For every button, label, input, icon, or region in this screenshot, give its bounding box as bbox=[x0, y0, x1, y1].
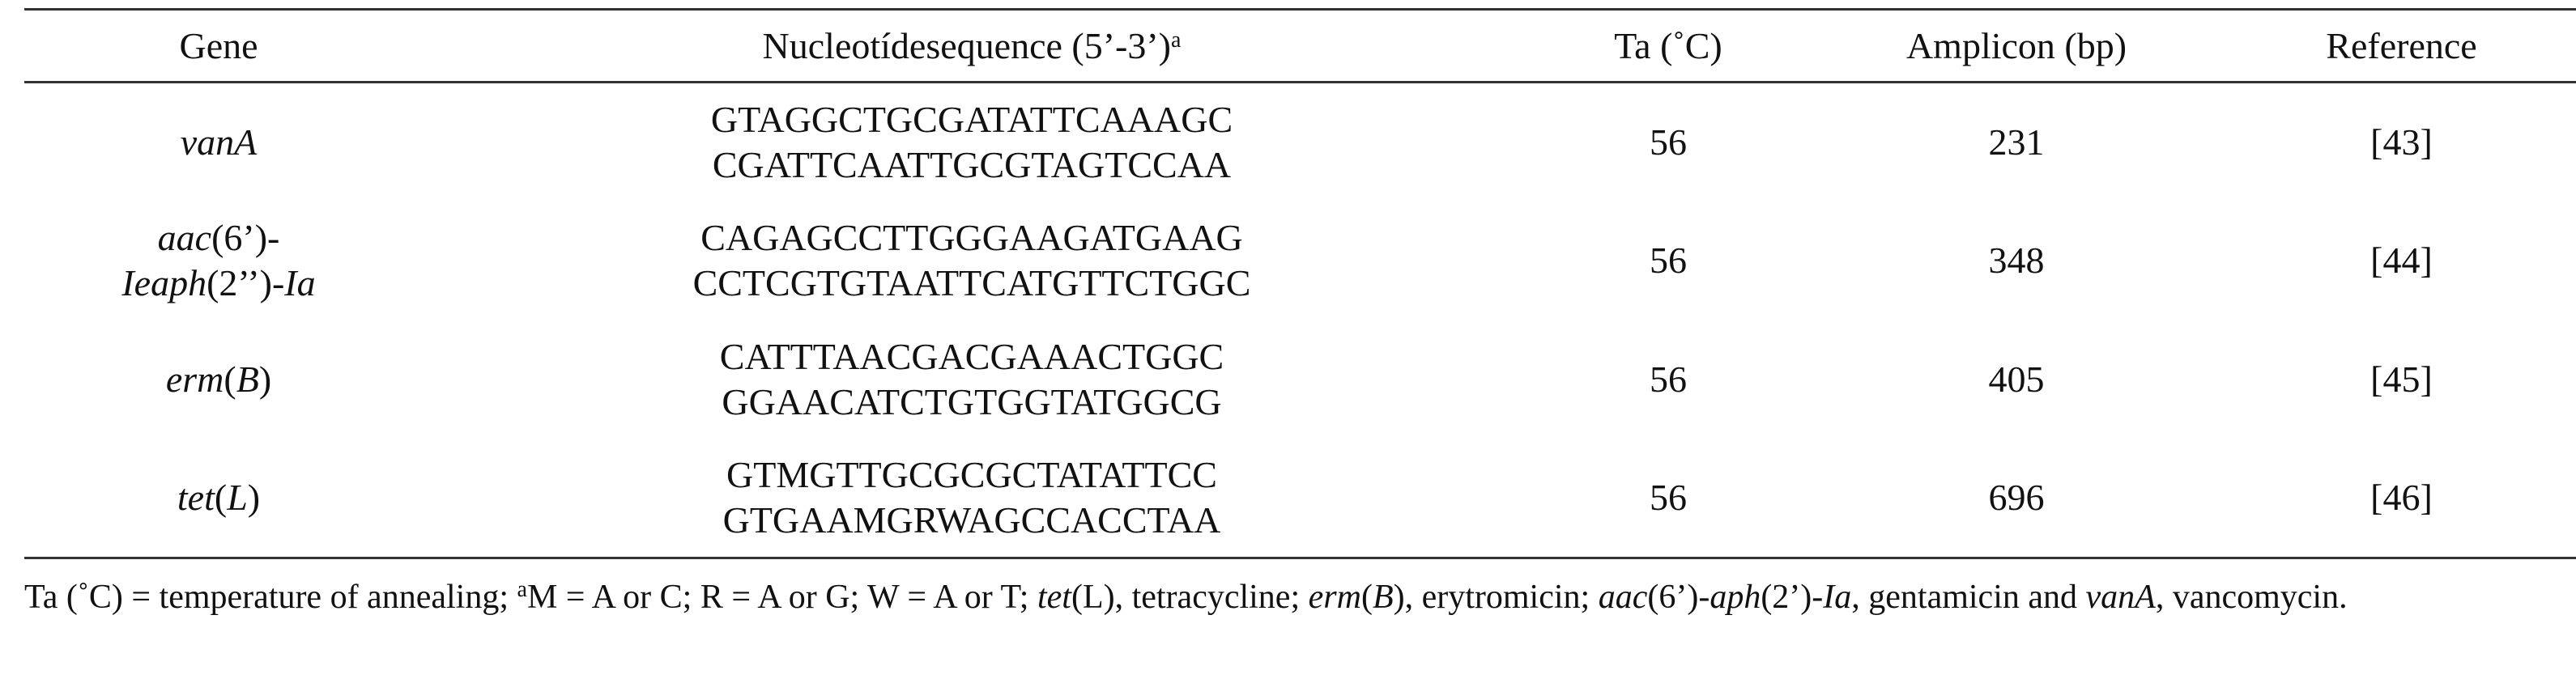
text-segment: (6’)- bbox=[211, 217, 280, 258]
sequence: CATTTAACGACGAAACTGGC bbox=[719, 336, 1224, 377]
ta-cell: 56 bbox=[1650, 477, 1687, 519]
amplicon-cell: 405 bbox=[1988, 358, 2045, 400]
gene-line: erm(B) bbox=[24, 357, 413, 402]
text-segment: Ta (˚C) = temperature of annealing; bbox=[24, 579, 517, 616]
amplicon-cell: 231 bbox=[1988, 121, 2045, 163]
gene-cell: tet(L) bbox=[24, 439, 413, 558]
superscript: a bbox=[1171, 27, 1182, 53]
text-segment: aac bbox=[157, 217, 212, 258]
text-segment: ), erytromicin; bbox=[1393, 579, 1599, 616]
text-segment: (2’’)- bbox=[207, 262, 285, 303]
gene-cell: vanA bbox=[24, 83, 413, 202]
text-segment: vanA bbox=[2085, 579, 2156, 616]
text-segment: M = A or C; R = A or G; W = A or T; bbox=[526, 579, 1037, 616]
sequence-cell: GTAGGCTGCGATATTCAAAGC CGATTCAATTGCGTAGTCC… bbox=[413, 83, 1531, 202]
sequence-cell: CAGAGCCTTGGGAAGATGAAG CCTCGTGTAATTCATGTTC… bbox=[413, 202, 1531, 320]
text-segment: B bbox=[236, 358, 259, 400]
text-segment: Reference bbox=[2326, 24, 2477, 66]
text-segment: (6’)- bbox=[1647, 579, 1710, 616]
ta-cell: 56 bbox=[1650, 240, 1687, 281]
reference-cell: [46] bbox=[2370, 477, 2433, 519]
sequence: GTAGGCTGCGATATTCAAAGC bbox=[710, 98, 1233, 140]
amplicon-cell: 348 bbox=[1988, 240, 2045, 281]
text-segment: tet bbox=[1037, 579, 1071, 616]
text-segment: vanA bbox=[180, 121, 258, 163]
sequence: CAGAGCCTTGGGAAGATGAAG bbox=[700, 217, 1243, 258]
text-segment: Nucleotídesequence (5’-3’) bbox=[762, 24, 1172, 66]
text-segment: , vancomycin. bbox=[2155, 579, 2348, 616]
gene-line: Ieaph(2’’)-Ia bbox=[24, 261, 413, 306]
table-header: Gene Nucleotídesequence (5’-3’)a Ta (˚C) Am… bbox=[24, 9, 2576, 83]
text-segment: , gentamicin and bbox=[1851, 579, 2086, 616]
text-segment: ( bbox=[224, 358, 236, 400]
gene-cell: erm(B) bbox=[24, 320, 413, 439]
reference-cell: [45] bbox=[2370, 358, 2433, 400]
text-segment: (2’)- bbox=[1761, 579, 1824, 616]
text-segment: aac bbox=[1598, 579, 1648, 616]
table-row: vanA GTAGGCTGCGATATTCAAAGC CGATTCAATTGCGTA… bbox=[24, 83, 2576, 202]
reference-cell: [44] bbox=[2370, 240, 2433, 281]
amplicon-cell: 696 bbox=[1988, 477, 2045, 519]
text-segment: Gene bbox=[179, 24, 258, 66]
ta-cell: 56 bbox=[1650, 121, 1687, 163]
text-segment: L bbox=[227, 477, 248, 519]
text-segment: Ieaph bbox=[121, 262, 207, 303]
table-row: aac(6’)- Ieaph(2’’)-Ia CAGAGCCTTGGGAAGATGA… bbox=[24, 202, 2576, 320]
gene-line: tet(L) bbox=[24, 475, 413, 520]
reference-cell: [43] bbox=[2370, 121, 2433, 163]
text-segment: Ia bbox=[1823, 579, 1852, 616]
text-segment: B bbox=[1372, 579, 1394, 616]
sequence-cell: GTMGTTGCGCGCTATATTCC GTGAAMGRWAGCCACCTAA bbox=[413, 439, 1531, 558]
sequence-cell: CATTTAACGACGAAACTGGC GGAACATCTGTGGTATGGCG bbox=[413, 320, 1531, 439]
table-row: tet(L) GTMGTTGCGCGCTATATTCC GTGAAMGRWAGCCA… bbox=[24, 439, 2576, 558]
text-segment: erm bbox=[165, 358, 224, 400]
column-header: Nucleotídesequence (5’-3’)a bbox=[413, 10, 1531, 83]
sequence: GTMGTTGCGCGCTATATTCC bbox=[726, 454, 1217, 496]
header-row: Gene Nucleotídesequence (5’-3’)a Ta (˚C) Am… bbox=[24, 9, 2576, 83]
table-body: vanA GTAGGCTGCGATATTCAAAGC CGATTCAATTGCGTA… bbox=[24, 83, 2576, 558]
column-header: Amplicon (bp) bbox=[1806, 10, 2227, 83]
text-segment: ) bbox=[247, 477, 261, 519]
text-segment: Ia bbox=[284, 262, 316, 303]
ta-cell: 56 bbox=[1650, 358, 1687, 400]
table-row: erm(B) CATTTAACGACGAAACTGGC GGAACATCTGTGGT… bbox=[24, 320, 2576, 439]
primer-table: Gene Nucleotídesequence (5’-3’)a Ta (˚C) Am… bbox=[24, 8, 2576, 559]
sequence: CGATTCAATTGCGTAGTCCAA bbox=[712, 143, 1232, 185]
text-segment: ( bbox=[214, 477, 228, 519]
gene-cell: aac(6’)- Ieaph(2’’)-Ia bbox=[24, 202, 413, 320]
footnote: Ta (˚C) = temperature of annealing; aM =… bbox=[24, 576, 2567, 618]
gene-line: aac(6’)- bbox=[24, 215, 413, 261]
sequence: CCTCGTGTAATTCATGTTCTGGC bbox=[692, 262, 1251, 303]
column-header: Gene bbox=[24, 10, 413, 83]
text-segment: ( bbox=[1360, 579, 1373, 616]
gene-line: vanA bbox=[24, 120, 413, 165]
text-segment: Amplicon (bp) bbox=[1905, 24, 2127, 66]
text-segment: aph bbox=[1710, 579, 1761, 616]
text-segment: tet bbox=[177, 477, 215, 519]
superscript: a bbox=[517, 577, 527, 602]
column-header: Ta (˚C) bbox=[1531, 10, 1806, 83]
sequence: GGAACATCTGTGGTATGGCG bbox=[722, 381, 1222, 422]
text-segment: erm bbox=[1308, 579, 1361, 616]
column-header: Reference bbox=[2227, 10, 2576, 83]
text-segment: ) bbox=[258, 358, 272, 400]
sequence: GTGAAMGRWAGCCACCTAA bbox=[722, 499, 1221, 541]
text-segment: Ta (˚C) bbox=[1614, 24, 1722, 66]
text-segment: (L), tetracycline; bbox=[1071, 579, 1309, 616]
